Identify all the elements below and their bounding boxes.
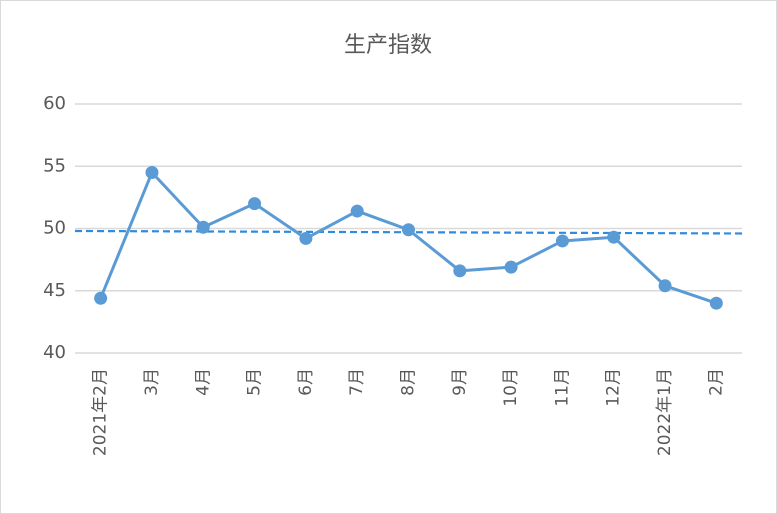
y-tick-label: 40 bbox=[43, 342, 66, 363]
x-tick-label: 9月 bbox=[450, 368, 470, 396]
data-point bbox=[453, 264, 467, 278]
y-tick-label: 50 bbox=[43, 218, 66, 239]
data-point bbox=[299, 231, 313, 245]
x-tick-label: 4月 bbox=[193, 368, 213, 396]
data-point bbox=[607, 230, 621, 244]
data-point bbox=[248, 197, 262, 211]
data-point bbox=[196, 220, 210, 234]
x-tick-label: 2021年2月 bbox=[91, 368, 111, 456]
x-tick-label: 5月 bbox=[245, 368, 265, 396]
x-tick-label: 6月 bbox=[296, 368, 316, 396]
x-tick-label: 2022年1月 bbox=[655, 368, 675, 456]
data-point bbox=[94, 291, 108, 305]
data-point bbox=[555, 234, 569, 248]
y-tick-label: 60 bbox=[43, 93, 66, 114]
x-tick-label: 7月 bbox=[347, 368, 367, 396]
data-point bbox=[350, 204, 364, 218]
x-tick-label: 11月 bbox=[552, 368, 572, 407]
data-point bbox=[145, 165, 159, 179]
x-tick-label: 12月 bbox=[604, 368, 624, 407]
data-point bbox=[402, 223, 415, 237]
x-tick-label: 3月 bbox=[142, 368, 162, 396]
data-point bbox=[658, 279, 672, 293]
x-tick-label: 10月 bbox=[501, 368, 521, 407]
x-tick-label: 2月 bbox=[706, 368, 726, 396]
y-tick-label: 55 bbox=[43, 155, 66, 176]
x-tick-label: 8月 bbox=[399, 368, 419, 396]
data-point bbox=[709, 296, 723, 310]
data-point bbox=[504, 260, 518, 274]
chart-title: 生产指数 bbox=[344, 33, 432, 58]
y-tick-label: 45 bbox=[43, 280, 66, 301]
